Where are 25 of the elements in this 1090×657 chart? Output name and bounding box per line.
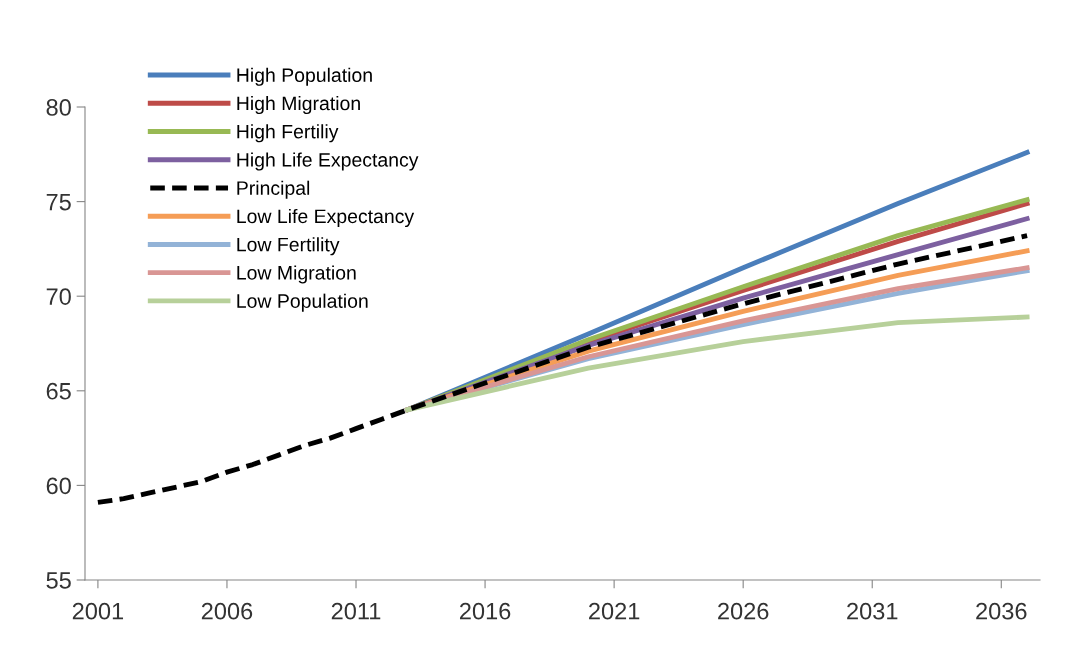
legend-label: Principal [237,180,310,199]
x-tick-label: 2011 [331,602,381,620]
x-tick-label: 2031 [847,602,898,620]
line-series [95,233,1030,505]
legend-label: High Fertiliy [237,124,339,143]
line-series [405,314,1030,413]
y-tick-label: 60 [46,477,71,495]
legend-label: Low Life Expectancy [237,208,415,228]
y-tick-label: 65 [46,382,71,400]
x-tick-label: 2001 [72,602,124,620]
y-tick-label: 70 [46,288,71,305]
legend-label: Low Migration [237,265,356,284]
legend-label: Low Fertility [237,237,340,256]
legend-label: High Population [237,67,372,86]
legend-label: High Migration [237,95,360,115]
x-tick-label: 2021 [589,602,640,620]
x-tick-label: 2026 [718,602,769,620]
legend-label: Low Population [237,293,368,312]
y-tick-label: 80 [46,99,71,116]
x-tick-label: 2016 [460,602,511,620]
y-tick-label: 75 [46,193,71,211]
x-tick-label: 2036 [976,602,1027,620]
legend-label: High Life Expectancy [237,152,419,171]
y-tick-label: 55 [46,572,71,589]
x-tick-label: 2006 [201,602,253,620]
